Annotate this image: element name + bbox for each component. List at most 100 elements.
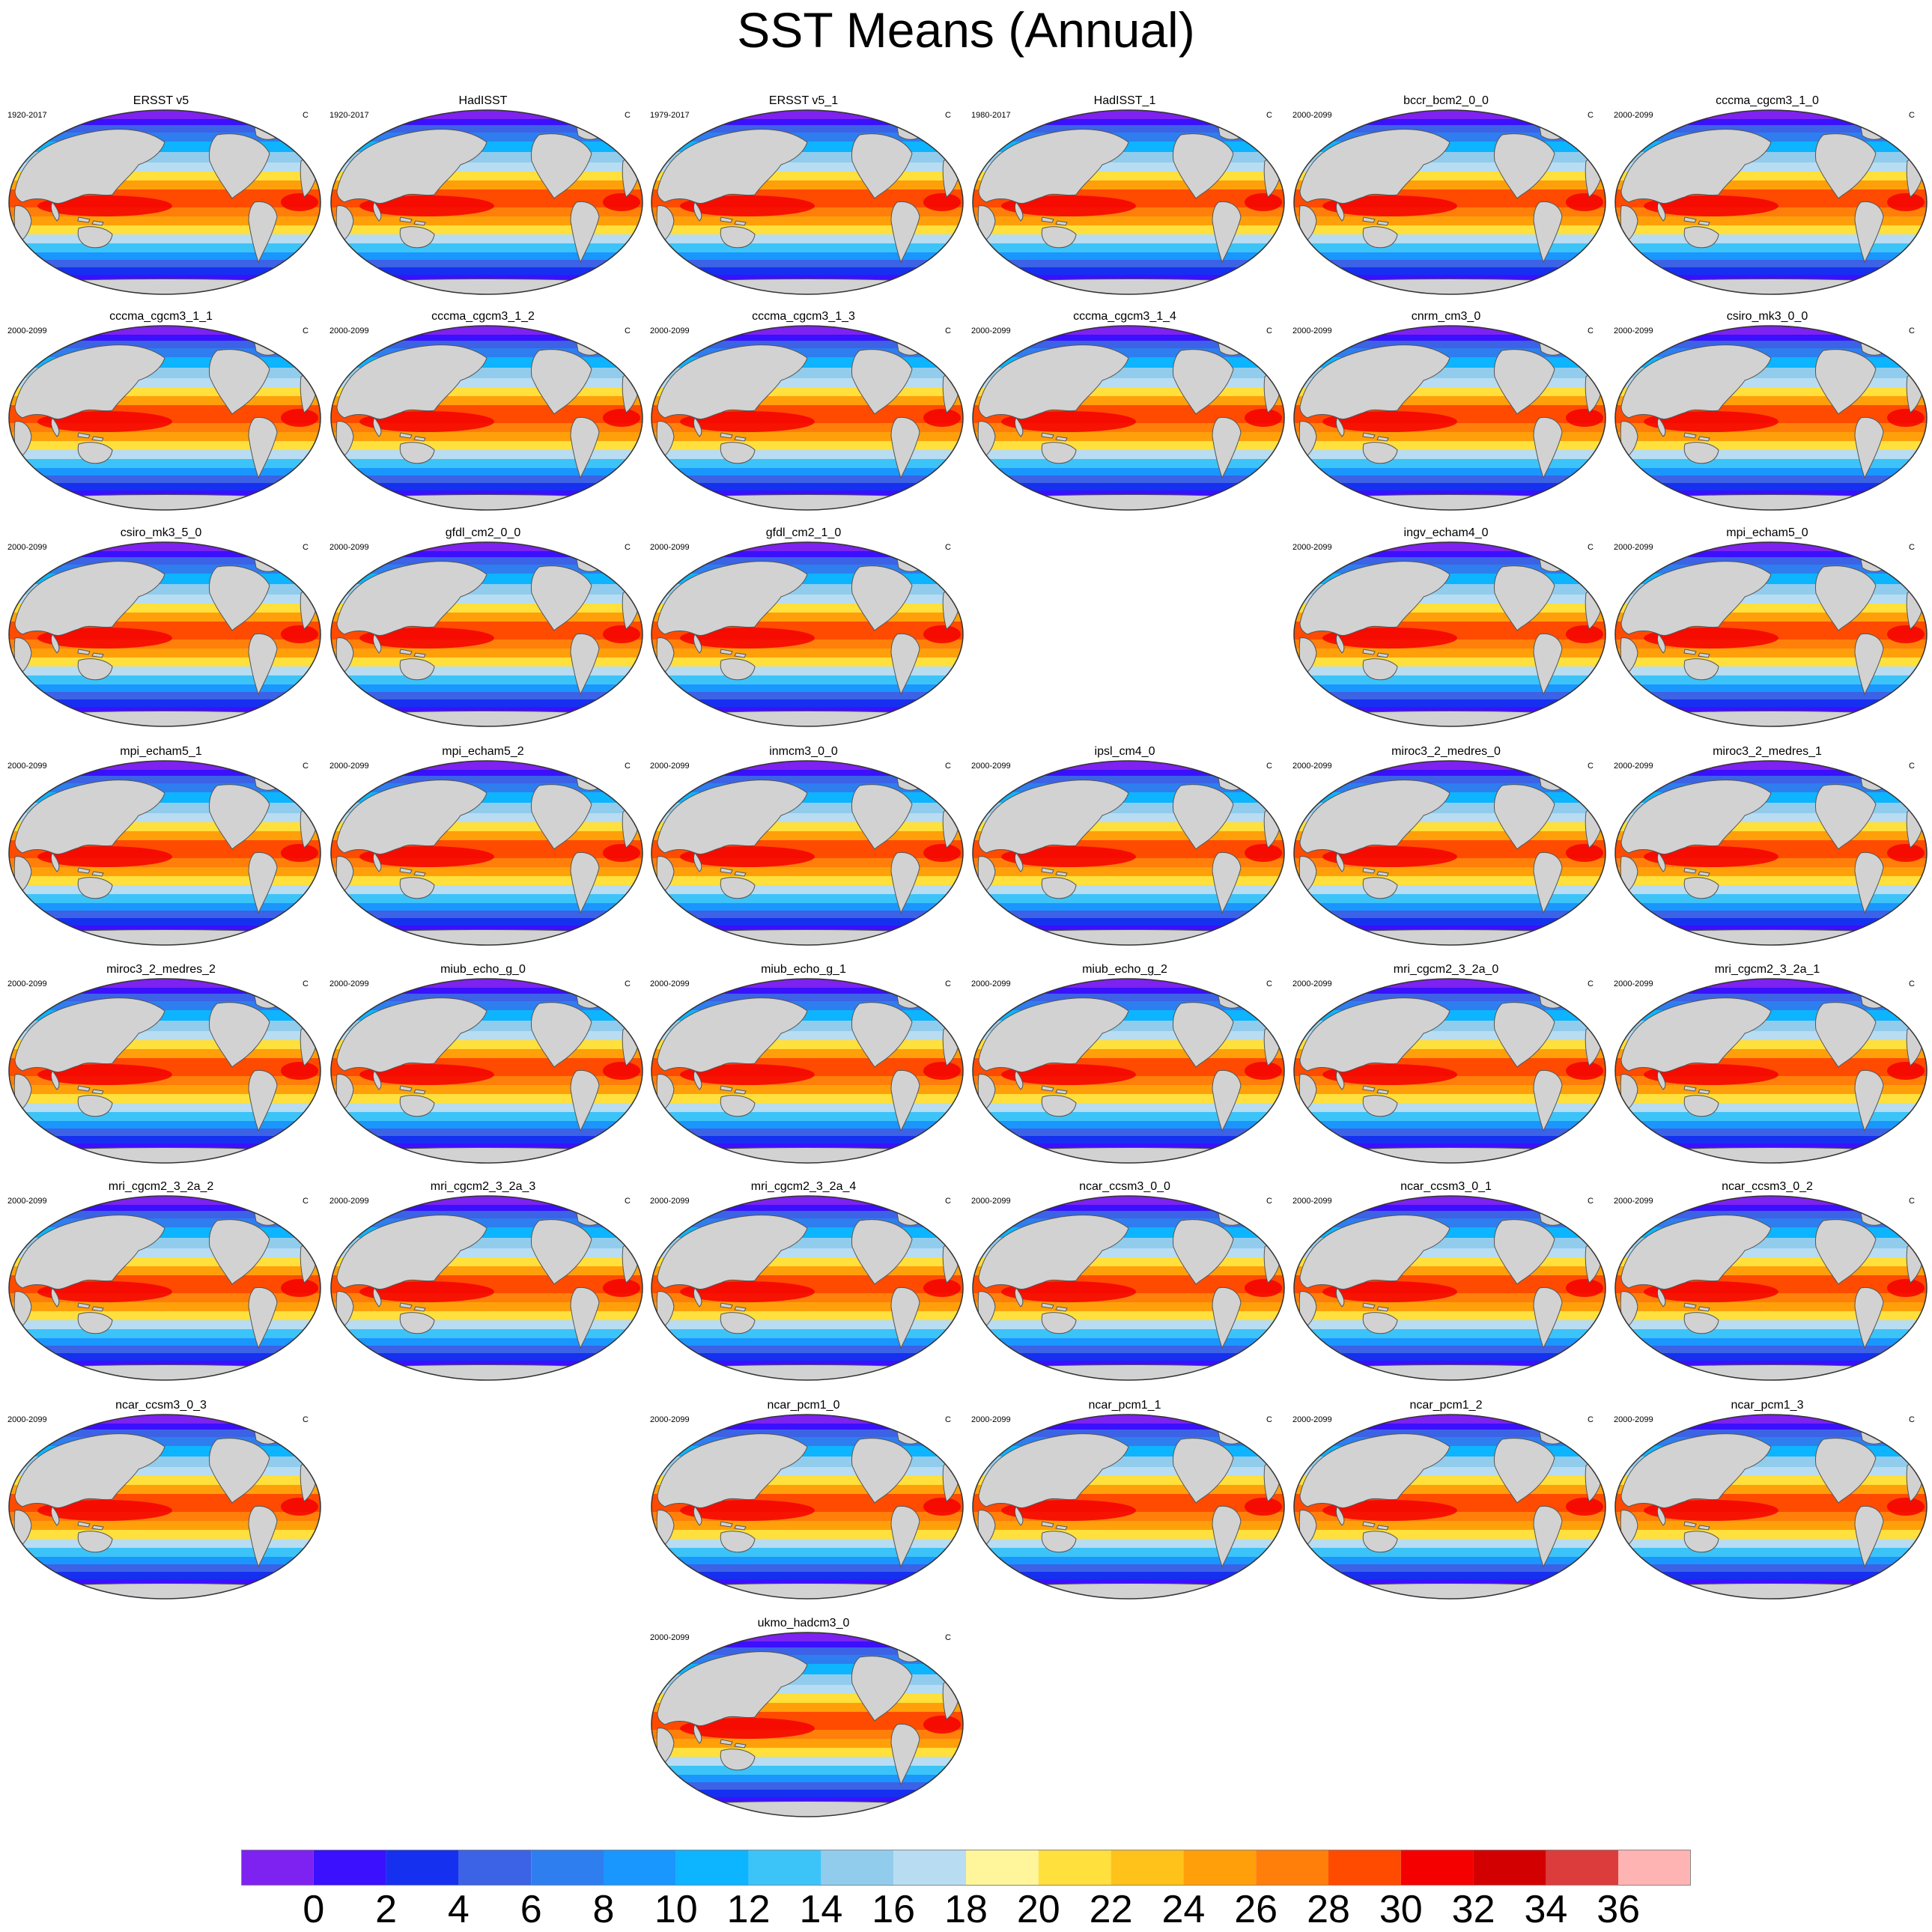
colorbar-tick-label: 10 [654,1888,698,1931]
map-panel: mpi_echam5_1 2000-2099 C [0,744,322,962]
colorbar-box [241,1850,314,1886]
panel-title: mpi_echam5_2 [442,745,524,758]
panel-units: C [945,979,951,988]
panel-units: C [625,326,631,335]
panel-units: C [1909,326,1915,335]
map-panel: miroc3_2_medres_0 2000-2099 C [1285,744,1607,962]
panel-units: C [945,543,951,552]
panel-units: C [303,1197,309,1206]
page-title: SST Means (Annual) [737,2,1195,58]
map-panel: mri_cgcm2_3_2a_1 2000-2099 C [1606,962,1928,1179]
map-panel: csiro_mk3_5_0 2000-2099 C [0,526,322,743]
map-panel: csiro_mk3_0_0 2000-2099 C [1606,309,1928,526]
panel-period: 2000-2099 [329,326,369,335]
panel-period: 2000-2099 [971,1197,1011,1206]
map-panel: cccma_cgcm3_1_3 2000-2099 C [643,309,965,526]
map-panel: ukmo_hadcm3_0 2000-2099 C [643,1616,965,1833]
panel-title: ERSST v5_1 [768,94,839,107]
map-panel: miub_echo_g_0 2000-2099 C [322,962,644,1179]
sst-map [330,541,643,727]
panel-title: ncar_ccsm3_0_0 [1079,1180,1170,1193]
panel-units: C [625,111,631,120]
colorbar-box [604,1850,676,1886]
sst-map [972,325,1285,511]
panel-title: mri_cgcm2_3_2a_1 [1714,963,1820,976]
panel-title: mri_cgcm2_3_2a_2 [108,1180,214,1193]
map-panel: ncar_ccsm3_0_0 2000-2099 C [964,1179,1286,1397]
panel-units: C [1266,1197,1272,1206]
colorbar-tick-label: 36 [1597,1888,1641,1931]
colorbar-box [966,1850,1039,1886]
colorbar-tick-label: 32 [1451,1888,1495,1931]
map-panel: miub_echo_g_1 2000-2099 C [643,962,965,1179]
panel-period: 2000-2099 [1614,1197,1653,1206]
sst-map [8,109,321,295]
map-panel: mri_cgcm2_3_2a_2 2000-2099 C [0,1179,322,1397]
sst-map [651,1414,964,1600]
colorbar-tick-label: 30 [1379,1888,1423,1931]
colorbar-tick-label: 14 [799,1888,843,1931]
panel-title: cccma_cgcm3_1_2 [431,310,535,323]
colorbar-box [1618,1850,1691,1886]
sst-map [8,325,321,511]
panel-title: miroc3_2_medres_0 [1391,745,1501,758]
panel-period: 1920-2017 [329,111,369,120]
panel-period: 2000-2099 [7,762,47,771]
map-panel: ncar_pcm1_0 2000-2099 C [643,1398,965,1615]
panel-title: ncar_pcm1_2 [1409,1399,1483,1412]
panel-units: C [625,762,631,771]
panel-units: C [303,762,309,771]
map-panel: cccma_cgcm3_1_0 2000-2099 C [1606,94,1928,311]
sst-map [972,1414,1285,1600]
colorbar-tick-label: 6 [520,1888,542,1931]
map-panel: cccma_cgcm3_1_4 2000-2099 C [964,309,1286,526]
colorbar-tick-label: 26 [1234,1888,1278,1931]
panel-period: 2000-2099 [650,1197,690,1206]
sst-map [1293,978,1606,1164]
panel-period: 2000-2099 [1292,762,1332,771]
map-panel: miub_echo_g_2 2000-2099 C [964,962,1286,1179]
colorbar-tick-label: 34 [1524,1888,1568,1931]
colorbar-tick-label: 8 [592,1888,615,1931]
colorbar-tick-label: 2 [375,1888,398,1931]
sst-map [1293,760,1606,946]
map-panel: ncar_pcm1_2 2000-2099 C [1285,1398,1607,1615]
panel-period: 2000-2099 [7,979,47,988]
panel-title: ipsl_cm4_0 [1094,745,1155,758]
colorbar-tick-label: 24 [1161,1888,1206,1931]
panel-title: ncar_ccsm3_0_3 [115,1399,207,1412]
panel-title: mri_cgcm2_3_2a_3 [430,1180,536,1193]
panel-title: mpi_echam5_1 [120,745,202,758]
sst-map [330,760,643,946]
panel-units: C [1909,111,1915,120]
panel-title: ingv_echam4_0 [1403,526,1489,539]
panel-units: C [1588,543,1594,552]
colorbar-tick-label: 20 [1016,1888,1060,1931]
panel-units: C [945,1197,951,1206]
panel-title: miub_echo_g_0 [440,963,526,976]
colorbar-box [531,1850,604,1886]
panel-title: cccma_cgcm3_1_0 [1716,94,1819,107]
panel-period: 2000-2099 [1614,543,1653,552]
panel-units: C [945,111,951,120]
sst-map [8,541,321,727]
panel-period: 2000-2099 [971,1415,1011,1424]
sst-map [8,1414,321,1600]
panel-units: C [1266,111,1272,120]
panel-title: miub_echo_g_1 [761,963,846,976]
sst-map [1614,109,1928,295]
sst-map [1293,1195,1606,1381]
panel-period: 2000-2099 [329,1197,369,1206]
panel-period: 2000-2099 [1614,111,1653,120]
sst-map [972,760,1285,946]
panel-title: miroc3_2_medres_2 [106,963,216,976]
panel-period: 2000-2099 [1292,979,1332,988]
colorbar-box [1546,1850,1619,1886]
panel-units: C [625,1197,631,1206]
sst-map [1293,541,1606,727]
map-panel: inmcm3_0_0 2000-2099 C [643,744,965,962]
panel-title: ncar_pcm1_3 [1731,1399,1804,1412]
panel-title: HadISST [458,94,508,107]
sst-map [1293,109,1606,295]
sst-map [8,978,321,1164]
